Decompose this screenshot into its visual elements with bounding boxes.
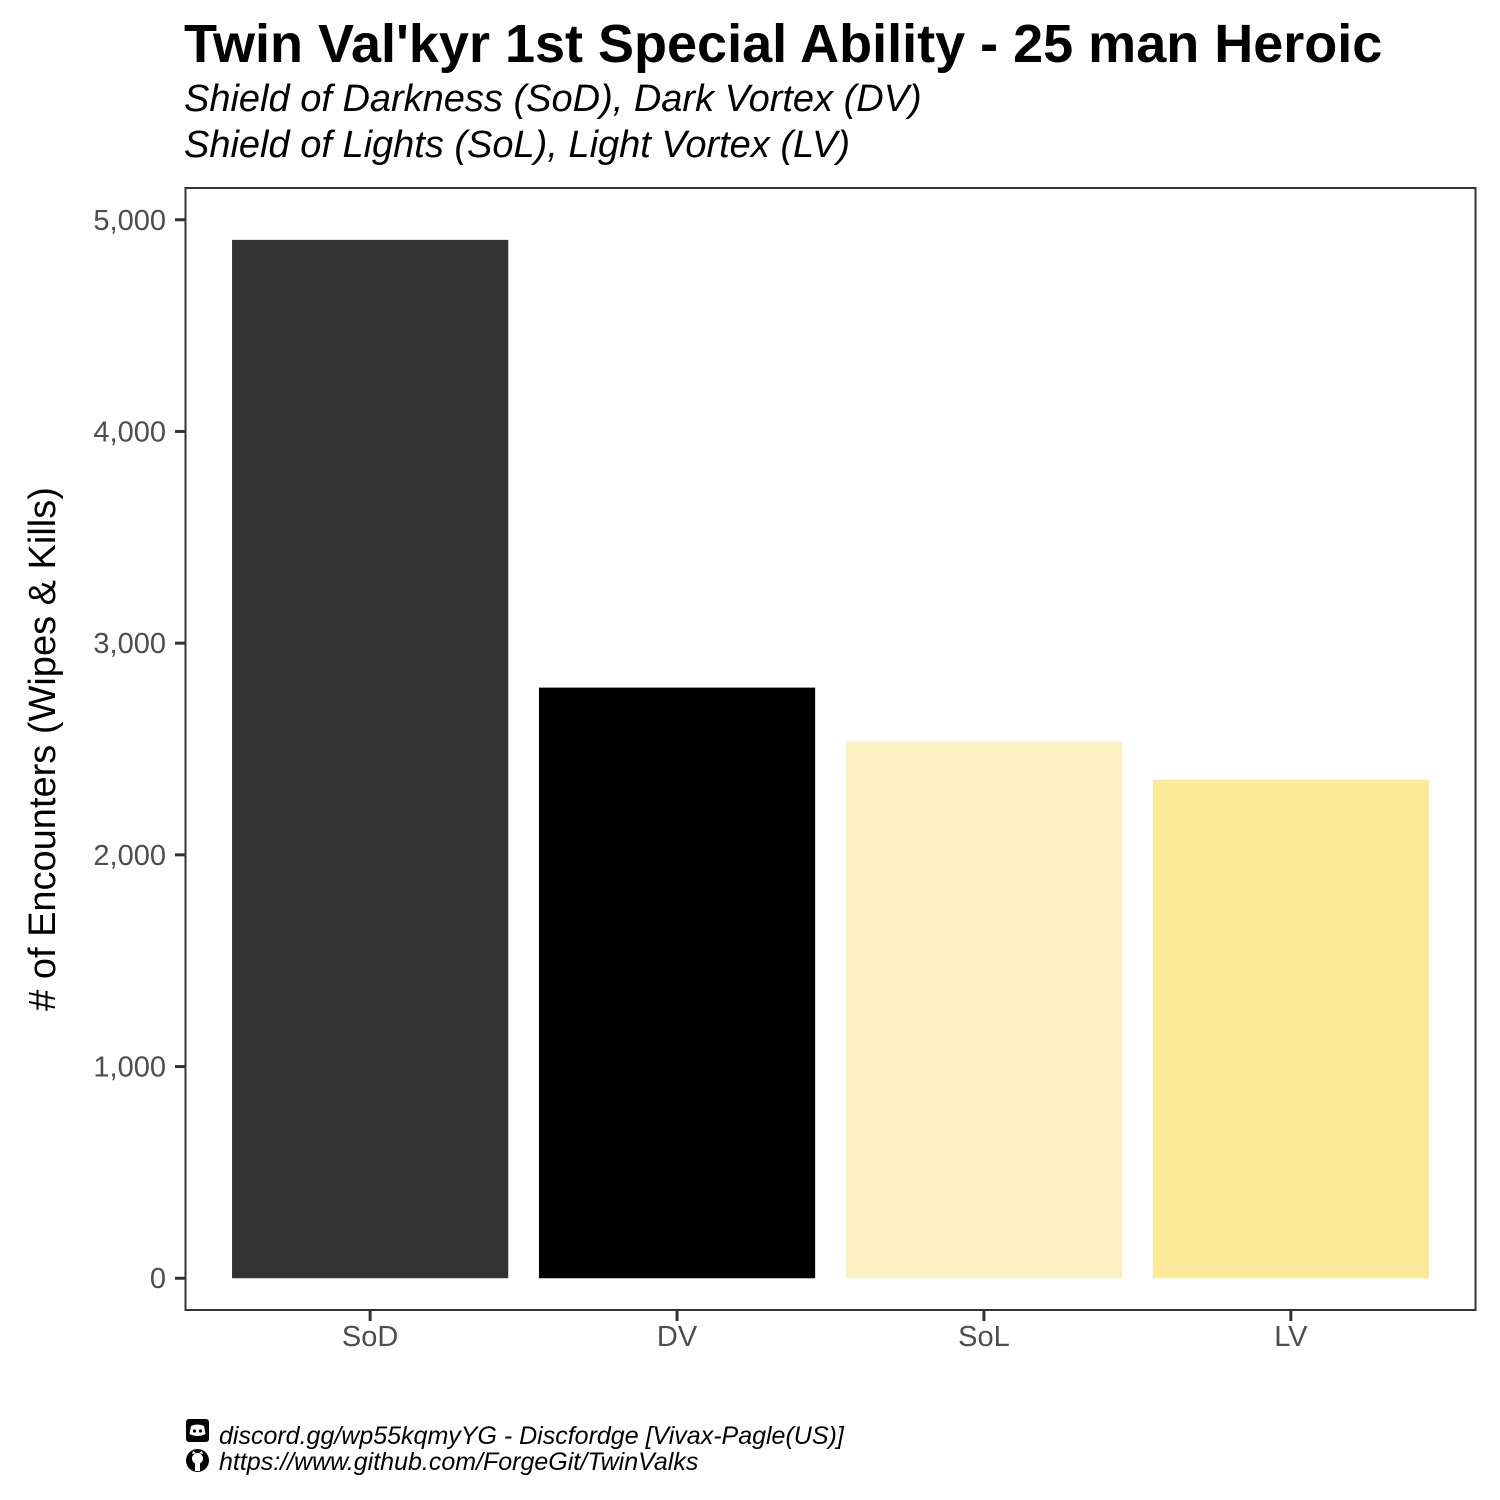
x-tick-label: LV <box>1274 1321 1308 1353</box>
chart-subtitle-line-1: Shield of Darkness (SoD), Dark Vortex (D… <box>184 78 922 120</box>
caption-github-text: https://www.github.com/ForgeGit/TwinValk… <box>219 1448 698 1476</box>
x-axis: SoD DV SoL LV <box>342 1310 1308 1353</box>
bar-sod <box>232 239 509 1279</box>
x-tick-label: DV <box>657 1321 698 1353</box>
plot-panel-border <box>184 187 1477 1311</box>
y-tick-label: 5,000 <box>93 205 166 237</box>
y-axis-title: # of Encounters (Wipes & Kills) <box>22 487 64 1011</box>
discord-icon <box>186 1419 209 1442</box>
bar-dv <box>538 687 816 1279</box>
github-icon <box>186 1449 209 1472</box>
x-tick-label: SoL <box>958 1321 1010 1353</box>
y-tick-label: 0 <box>150 1263 166 1295</box>
bars-group <box>232 239 1429 1279</box>
y-tick-label: 4,000 <box>93 416 166 448</box>
y-tick-label: 1,000 <box>93 1052 166 1084</box>
y-tick-label: 2,000 <box>93 840 166 872</box>
bar-lv <box>1152 779 1429 1279</box>
caption-discord-text: discord.gg/wp55kqmyYG - Discfordge [Viva… <box>219 1422 845 1450</box>
bar-sol <box>845 741 1123 1279</box>
chart-subtitle-line-2: Shield of Lights (SoL), Light Vortex (LV… <box>184 124 850 166</box>
x-tick-label: SoD <box>342 1321 398 1353</box>
y-tick-label: 3,000 <box>93 628 166 660</box>
y-axis: 0 1,000 2,000 3,000 4,000 5,000 <box>93 205 186 1295</box>
chart-title: Twin Val'kyr 1st Special Ability - 25 ma… <box>184 14 1382 74</box>
